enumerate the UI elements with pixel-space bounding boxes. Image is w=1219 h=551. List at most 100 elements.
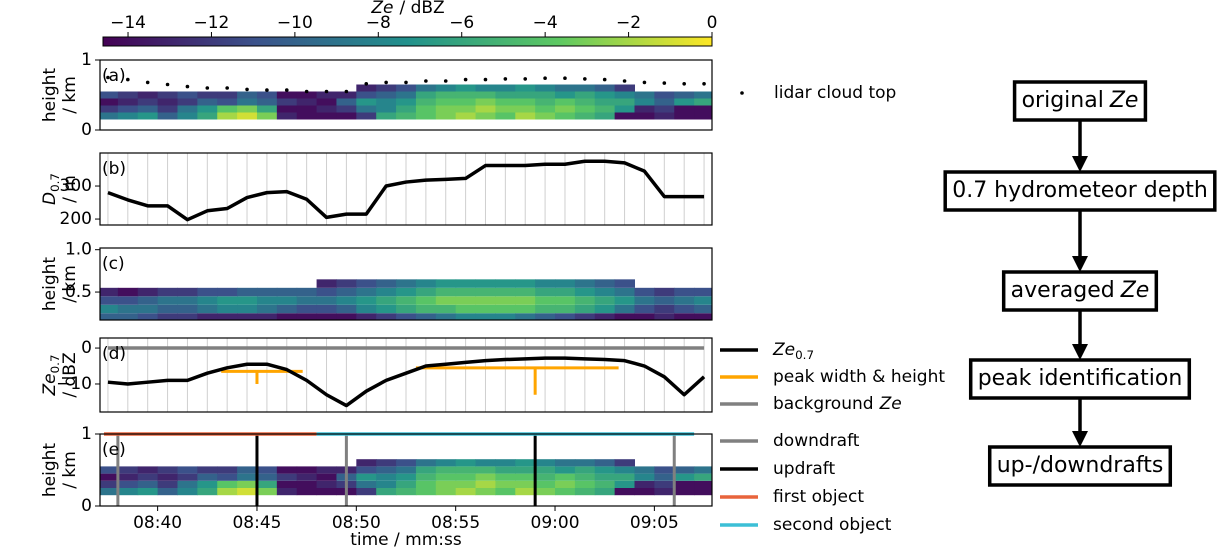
heatmap-cell [634, 98, 655, 106]
heatmap-cell [555, 296, 576, 305]
heatmap-cell [137, 91, 159, 99]
flowchart-arrowhead [1072, 156, 1088, 172]
heatmap-cell [455, 279, 477, 288]
heatmap-cell [614, 466, 636, 474]
heatmap-cell [197, 105, 218, 113]
flowchart-arrowhead [1072, 344, 1088, 360]
legend-label-part: background [773, 394, 874, 414]
heatmap-cell [574, 313, 596, 320]
heatmap-cell [515, 279, 536, 288]
heatmap-cell [475, 304, 496, 314]
heatmap-cell [594, 304, 616, 314]
heatmap-cell [574, 105, 596, 113]
heatmap-cell [594, 105, 616, 113]
heatmap-cell [594, 459, 616, 467]
heatmap-cell [177, 296, 198, 305]
flowchart-node-label: original Ze [1022, 88, 1139, 113]
lidar-point [642, 80, 647, 85]
heatmap-cell [495, 98, 516, 106]
heatmap-cell [555, 98, 576, 106]
heatmap-cell [634, 91, 655, 99]
heatmap-cell [515, 304, 536, 314]
heatmap-cell [574, 473, 596, 481]
x-tick-label: 08:45 [232, 513, 281, 533]
heatmap-cell [634, 488, 655, 496]
heatmap-cell [614, 279, 636, 288]
heatmap-cell [614, 304, 636, 314]
heatmap-cell [475, 279, 496, 288]
heatmap-cell [376, 105, 397, 113]
heatmap-cell [654, 91, 675, 99]
lidar-point [463, 77, 468, 82]
colorbar-label: Ze / dBZ [370, 0, 444, 18]
panel-label: (e) [102, 440, 126, 460]
plot-area [100, 459, 712, 496]
heatmap-cell [137, 287, 159, 297]
heatmap-cell [296, 313, 318, 320]
lidar-point [344, 89, 349, 94]
heatmap-cell [555, 279, 576, 288]
heatmap-cell [594, 488, 616, 496]
heatmap-cell [535, 296, 556, 305]
heatmap-cell [475, 84, 496, 92]
heatmap-cell [217, 466, 238, 474]
heatmap-cell [100, 98, 119, 106]
plot-area [107, 338, 706, 412]
heatmap-cell [376, 98, 397, 106]
lidar-point [602, 77, 607, 82]
lidar-point [622, 79, 627, 83]
heatmap-cell [654, 304, 675, 314]
heatmap-cell [574, 488, 596, 496]
panel-label: (b) [102, 159, 126, 179]
heatmap-cell [237, 313, 258, 320]
heatmap-cell [415, 84, 437, 92]
heatmap-cell [256, 473, 278, 481]
heatmap-cell [495, 313, 516, 320]
heatmap-cell [634, 296, 655, 305]
legend-label: Ze0.7 [772, 340, 814, 362]
heatmap-cell [515, 105, 536, 113]
heatmap-cell [574, 112, 596, 120]
legend-label-part: Ze [772, 340, 795, 360]
heatmap-cell [455, 98, 477, 106]
x-tick-label: 08:40 [133, 513, 182, 533]
heatmap-cell [100, 112, 119, 120]
heatmap-cell [197, 313, 218, 320]
heatmap-cell [694, 304, 712, 314]
lidar-point [662, 81, 667, 85]
heatmap-cell [256, 466, 278, 474]
heatmap-cell [256, 287, 278, 297]
lidar-point [583, 77, 587, 81]
heatmap-cell [535, 466, 556, 474]
heatmap-cell [316, 296, 337, 305]
heatmap-cell [694, 313, 712, 320]
heatmap-cell [316, 473, 337, 481]
heatmap-cell [694, 466, 712, 474]
heatmap-cell [535, 287, 556, 297]
heatmap-cell [555, 480, 576, 488]
heatmap-cell [356, 91, 377, 99]
heatmap-cell [594, 287, 616, 297]
heatmap-cell [435, 466, 457, 474]
heatmap-cell [574, 98, 596, 106]
legend-label: lidar cloud top [774, 83, 896, 103]
flowchart-node-label: peak identification [978, 366, 1183, 391]
y-axis-unit: / m [60, 175, 80, 203]
heatmap-cell [396, 91, 417, 99]
heatmap-cell [535, 304, 556, 314]
heatmap-cell [396, 466, 417, 474]
legend-label: first object [773, 487, 864, 507]
heatmap-cell [177, 466, 198, 474]
heatmap-cell [276, 480, 298, 488]
x-tick-label: 09:00 [531, 513, 580, 533]
heatmap-cell [535, 279, 556, 288]
heatmap-cell [356, 473, 377, 481]
heatmap-cell [654, 313, 675, 320]
x-tick-label: 08:55 [431, 513, 480, 533]
flowchart-node-label: up-/downdrafts [997, 453, 1164, 478]
heatmap-cell [555, 112, 576, 120]
heatmap-cell [336, 296, 357, 305]
lidar-point [682, 82, 686, 86]
heatmap-cell [177, 105, 198, 113]
heatmap-cell [495, 112, 516, 120]
